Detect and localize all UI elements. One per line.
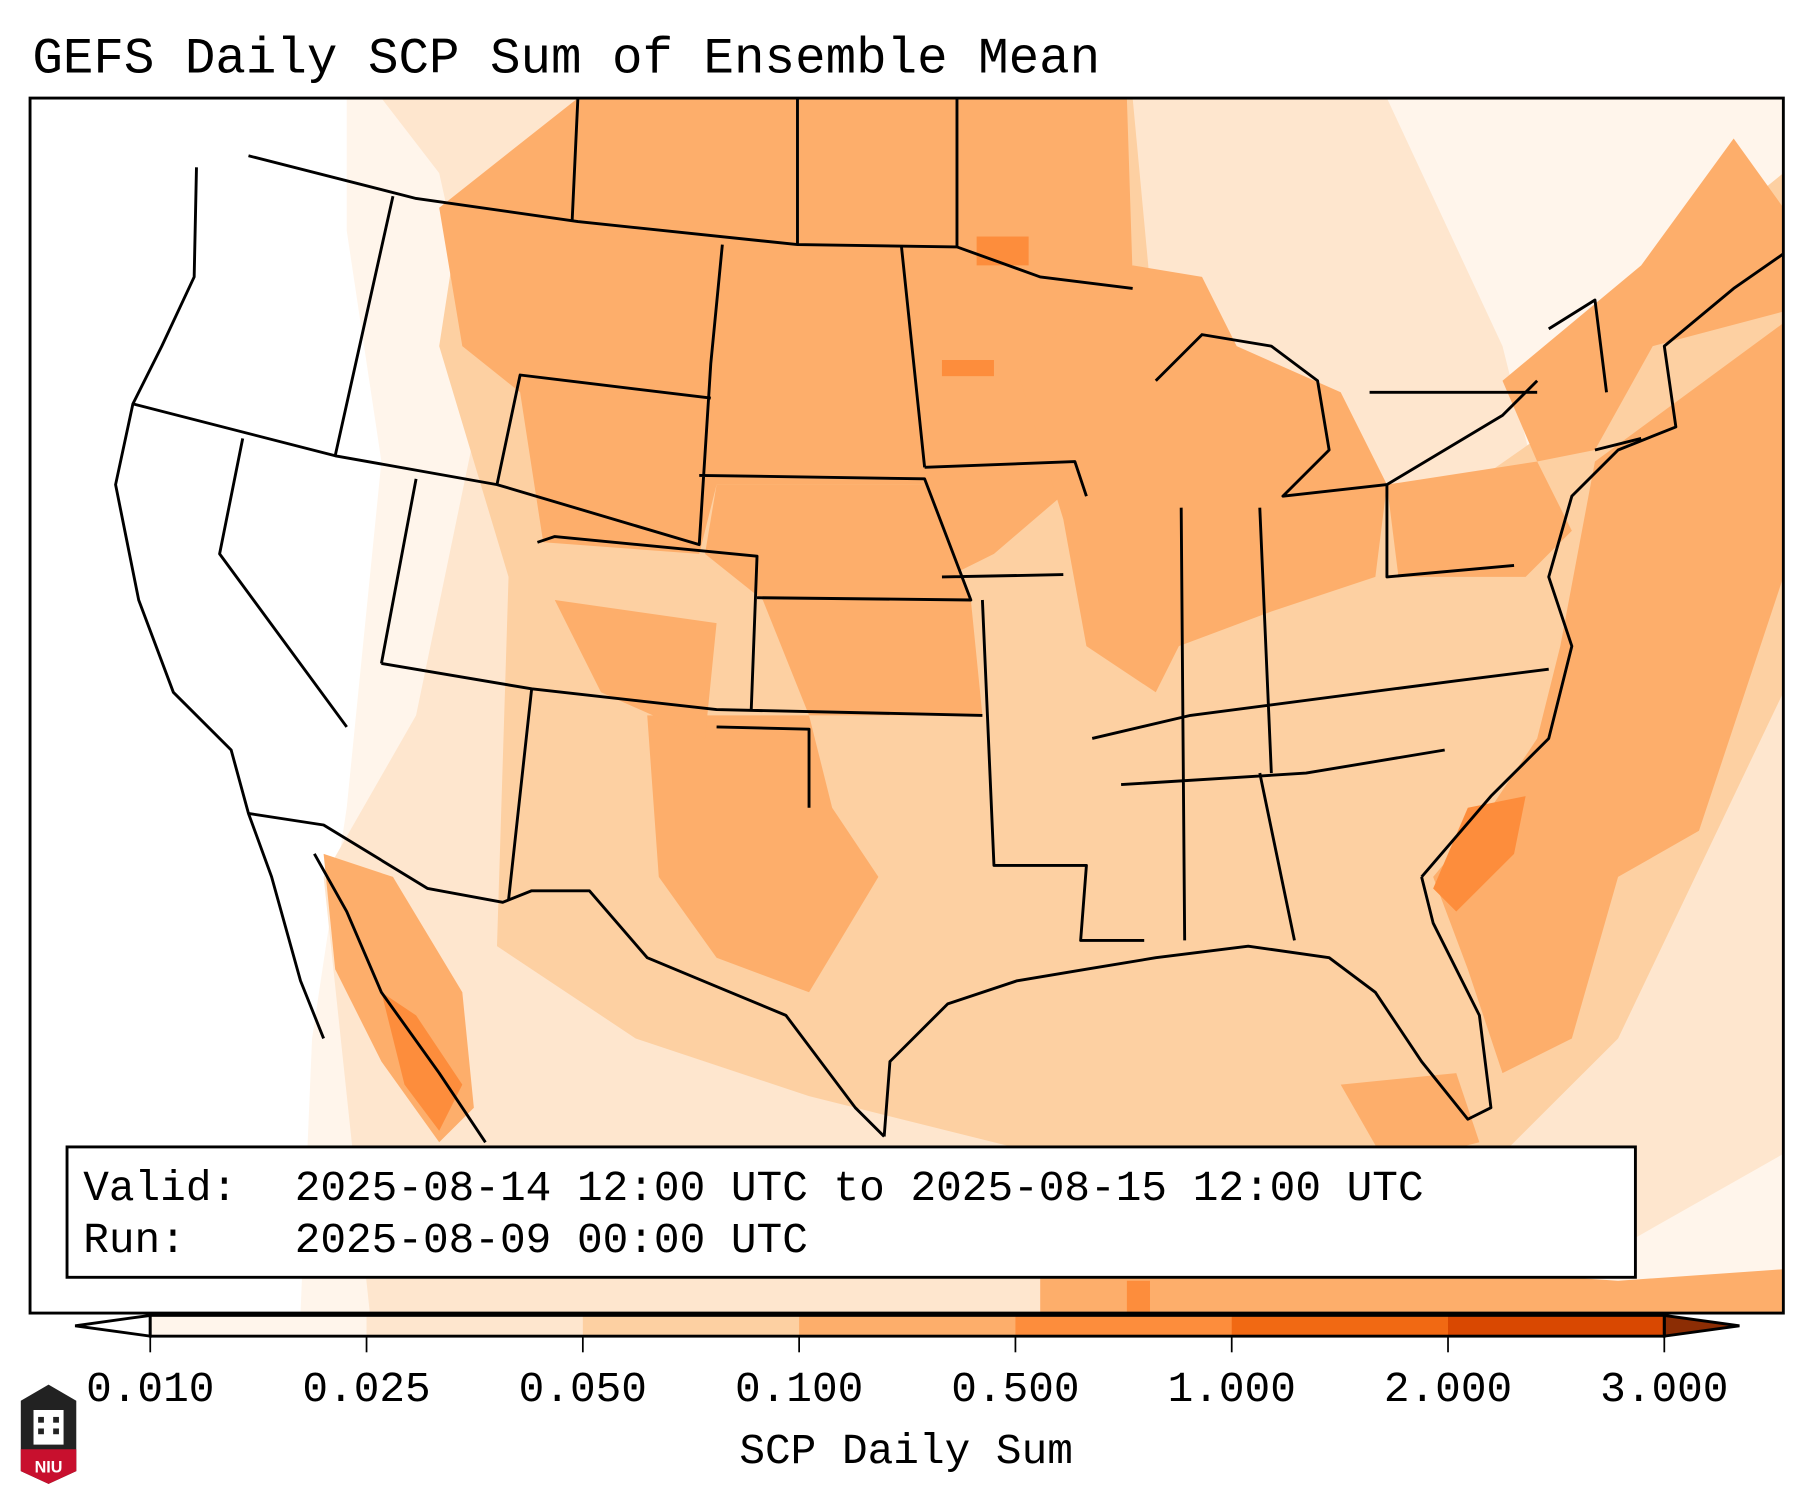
colorbar-bin <box>1231 1315 1449 1337</box>
info-box: Valid: 2025-08-14 12:00 UTC to 2025-08-1… <box>65 1145 1637 1279</box>
colorbar-bin <box>582 1315 800 1337</box>
colorbar-tick-label: 3.000 <box>1600 1365 1728 1414</box>
colorbar-tick-label: 0.500 <box>951 1365 1079 1414</box>
gulf-coast <box>882 876 1493 1137</box>
great-lakes <box>1154 333 1539 498</box>
colorbar: 0.010 0.025 0.050 0.100 0.500 1.000 2.000 3.000 <box>74 1313 1740 1414</box>
niu-logo: NIU <box>20 1384 77 1484</box>
colorbar-bin <box>366 1315 584 1337</box>
colorbar-over-triangle <box>1662 1313 1740 1338</box>
boundaries <box>114 98 1784 1144</box>
valid-label: Valid: <box>83 1164 237 1213</box>
scp-field-main <box>323 98 1784 1314</box>
logo-text: NIU <box>35 1458 63 1476</box>
state-lines <box>132 98 1642 942</box>
west-coast <box>114 167 325 1039</box>
east-coast <box>1420 252 1784 878</box>
figure-title: GEFS Daily SCP Sum of Ensemble Mean <box>32 32 1100 89</box>
run-label: Run: <box>83 1216 186 1265</box>
map-panel: Valid: 2025-08-14 12:00 UTC to 2025-08-1… <box>30 98 1784 1314</box>
colorbar-tick-label: 1.000 <box>1168 1365 1296 1414</box>
colorbar-under-triangle <box>74 1313 152 1338</box>
colorbar-tick-label: 0.010 <box>86 1365 214 1414</box>
colorbar-bin <box>799 1315 1017 1337</box>
colorbar-tick-label: 0.100 <box>735 1365 863 1414</box>
scp-field-high <box>381 236 1526 1314</box>
colorbar-bin <box>1015 1315 1233 1337</box>
us-mexico-border <box>248 812 886 1138</box>
colorbar-bin <box>1448 1315 1665 1337</box>
colorbar-bin <box>150 1315 368 1337</box>
colorbar-tick-label: 2.000 <box>1384 1365 1512 1414</box>
colorbar-label: SCP Daily Sum <box>739 1427 1073 1476</box>
run-time: 2025-08-09 00:00 UTC <box>295 1216 808 1265</box>
colorbar-tick-label: 0.025 <box>302 1365 430 1414</box>
map-frame <box>28 96 1785 1315</box>
baja <box>313 853 487 1144</box>
colorbar-outline <box>148 1313 1666 1338</box>
colorbar-tick-label: 0.050 <box>519 1365 647 1414</box>
valid-time-range: 2025-08-14 12:00 UTC to 2025-08-15 12:00… <box>295 1164 1424 1213</box>
